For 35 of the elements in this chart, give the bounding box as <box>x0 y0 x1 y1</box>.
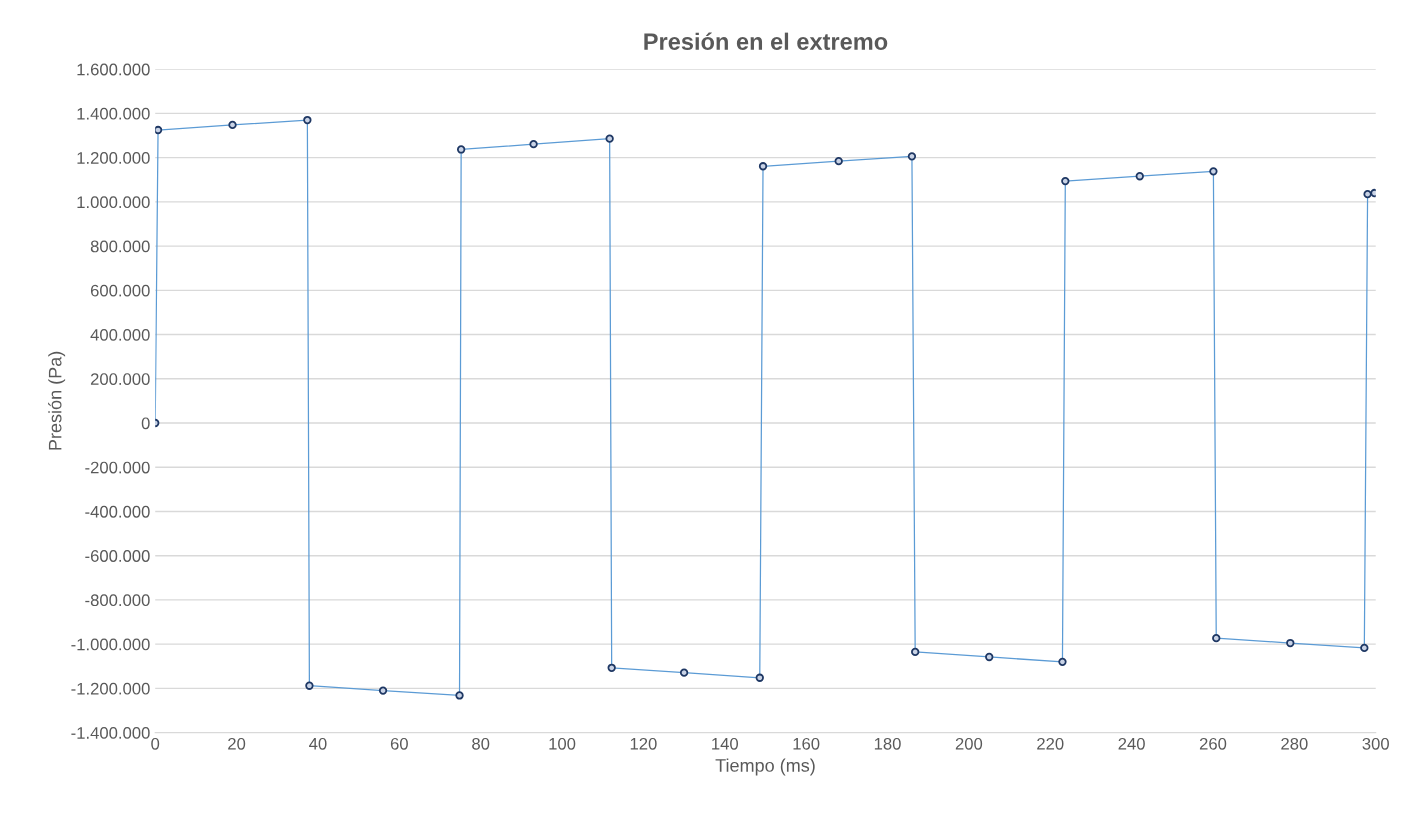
x-tick-label: 0 <box>151 737 160 750</box>
y-tick-label: 0 <box>141 417 150 430</box>
y-tick-label: -1.400.000 <box>71 727 150 739</box>
x-axis-title: Tiempo (ms) <box>715 758 815 776</box>
y-tick-label: 1.000.000 <box>77 196 150 209</box>
y-tick-label: 600.000 <box>90 284 150 297</box>
y-tick-label: 1.200.000 <box>77 152 150 164</box>
x-tick-label: 100 <box>549 737 576 750</box>
x-tick-label: 120 <box>630 737 657 750</box>
x-tick-label: 240 <box>1118 737 1145 750</box>
chart-title: Presión en el extremo <box>644 32 888 50</box>
x-tick-label: 80 <box>472 737 490 750</box>
y-tick-label: 800.000 <box>90 240 150 253</box>
y-tick-label: 1.600.000 <box>77 63 150 76</box>
x-tick-label: 160 <box>793 737 820 750</box>
y-tick-label: -1.000.000 <box>71 638 150 651</box>
y-tick-label: -400.000 <box>85 505 150 518</box>
x-tick-label: 280 <box>1281 737 1308 750</box>
x-tick-label: 300 <box>1362 737 1389 750</box>
y-tick-label: 1.400.000 <box>77 107 150 120</box>
x-tick-label: 60 <box>390 737 408 750</box>
y-tick-label: -600.000 <box>85 550 150 562</box>
y-tick-label: 400.000 <box>90 328 150 341</box>
y-tick-label: -800.000 <box>85 594 150 607</box>
x-tick-label: 20 <box>228 737 246 750</box>
x-tick-label: 180 <box>874 737 901 750</box>
x-tick-label: 220 <box>1037 737 1064 750</box>
y-tick-label: 200.000 <box>90 373 150 385</box>
y-tick-label: -200.000 <box>85 461 150 474</box>
x-tick-label: 140 <box>712 737 739 750</box>
y-axis-title: Presión (Pa) <box>48 351 66 450</box>
x-tick-label: 260 <box>1199 737 1227 750</box>
y-tick-label: -1.200.000 <box>71 682 150 695</box>
x-tick-label: 200 <box>955 737 983 750</box>
x-tick-label: 40 <box>309 737 327 750</box>
